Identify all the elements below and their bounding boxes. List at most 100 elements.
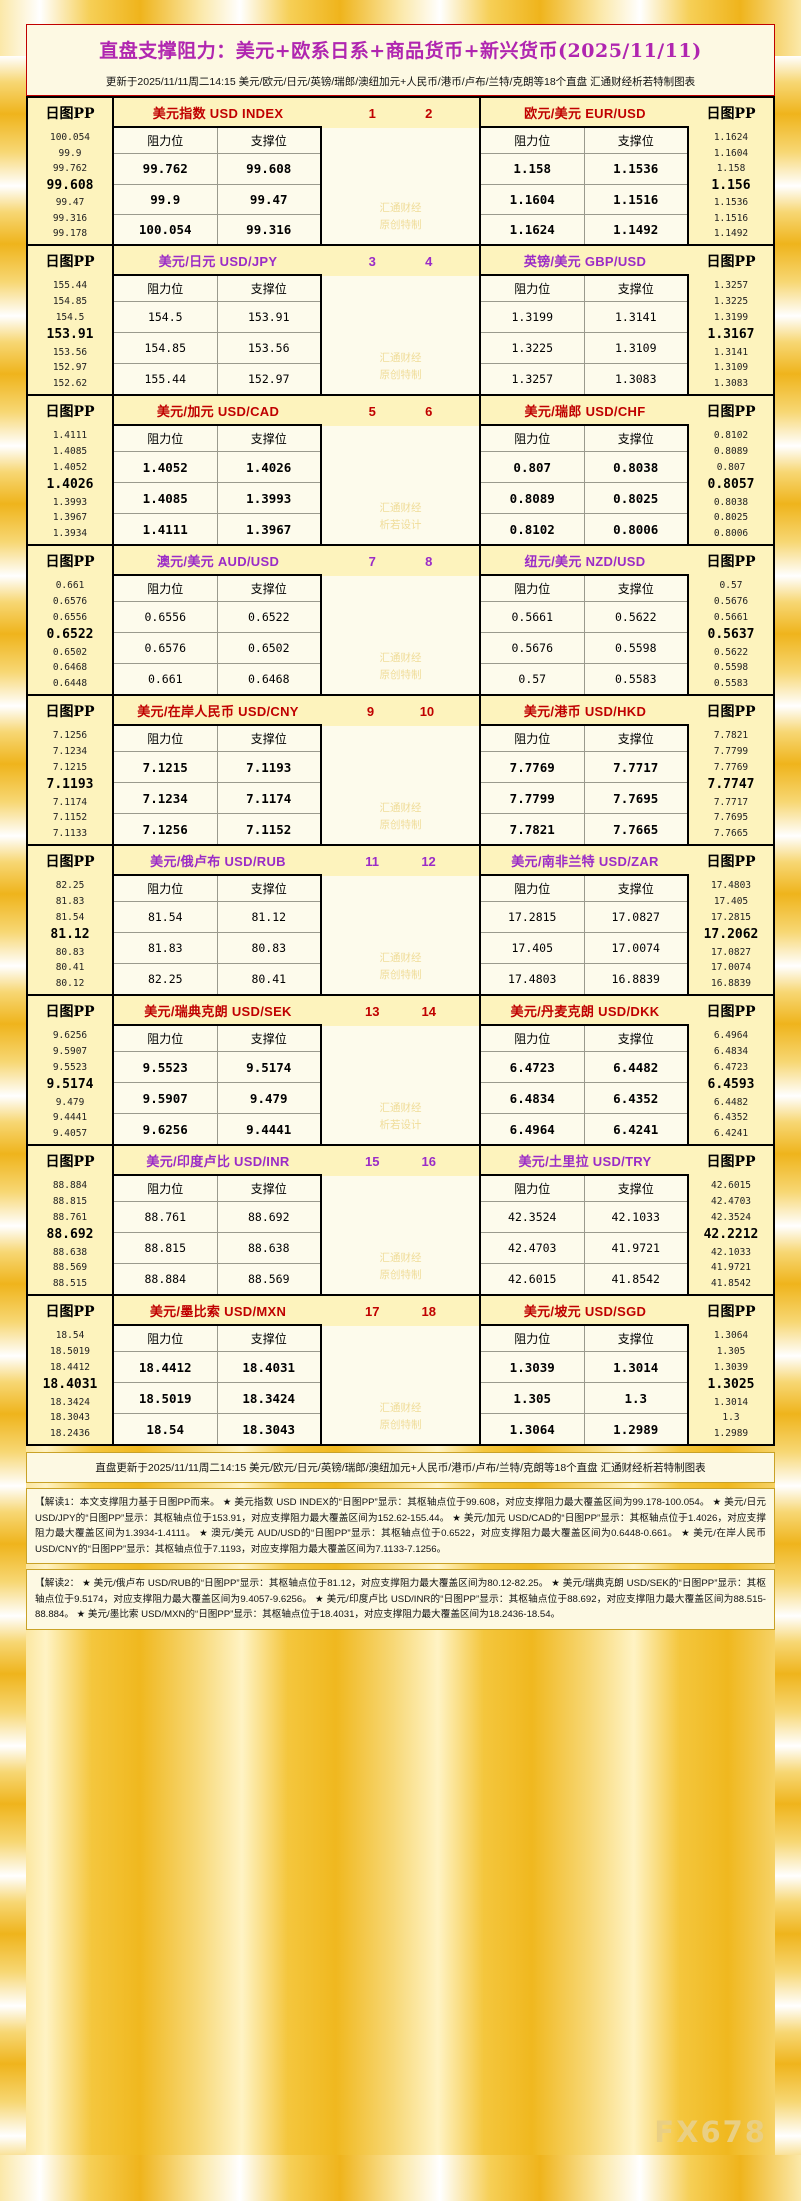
pp-value-list: 17.4803 17.405 17.2815 17.2062 17.0827 17.007…	[689, 876, 773, 994]
resistance-value: 7.7799	[481, 783, 585, 814]
table-row: 0.5676 0.5598	[481, 633, 687, 665]
pp-pivot-value: 1.3025	[707, 1377, 755, 1393]
resistance-value: 42.6015	[481, 1264, 585, 1295]
table-header-row: 阻力位 支撑位	[114, 1176, 320, 1203]
resistance-value: 0.8089	[481, 483, 585, 514]
table-row: 154.5 153.91	[114, 302, 320, 334]
pp-level-value: 7.7769	[713, 761, 749, 773]
pivot-point-column-[object Object]: 日图PP 82.25 81.83 81.54 81.12 80.83 80.41 80.12	[28, 846, 114, 995]
resistance-header: 阻力位	[114, 876, 218, 902]
pivot-point-column-[object Object]: 日图PP 1.4111 1.4085 1.4052 1.4026 1.3993 1.3967…	[28, 396, 114, 545]
pp-pivot-value: 7.7747	[707, 777, 755, 793]
table-row: 7.7799 7.7695	[481, 783, 687, 815]
index-and-watermark-column: 1 2 汇通财经 原创特制	[322, 98, 481, 245]
support-header: 支撑位	[617, 582, 654, 597]
resistance-header: 阻力位	[481, 876, 585, 902]
pp-level-value: 1.3083	[713, 377, 749, 389]
support-value: 7.1193	[246, 759, 292, 775]
block-index-number: 10	[419, 703, 435, 719]
support-header: 支撑位	[250, 282, 287, 297]
pp-level-value: 6.4723	[713, 1061, 749, 1073]
table-row: 42.4703 41.9721	[481, 1233, 687, 1265]
resistance-value: 100.054	[114, 214, 218, 245]
table-row: 0.8089 0.8025	[481, 483, 687, 515]
block-index-number: 8	[425, 553, 433, 569]
pp-pivot-value: 1.156	[711, 178, 751, 194]
index-and-watermark-column: 15 16 汇通财经 原创特制	[322, 1146, 481, 1295]
table-header-row: 阻力位 支撑位	[114, 276, 320, 303]
table-row: 18.54 18.3043	[114, 1414, 320, 1445]
support-value: 1.4026	[246, 459, 292, 475]
pp-value-list: 1.1624 1.1604 1.158 1.156 1.1536 1.1516 1.1492	[689, 128, 773, 244]
pp-pivot-value: 99.608	[46, 178, 94, 194]
resistance-value: 81.83	[114, 933, 218, 964]
pivot-point-column-[object Object]: 日图PP 0.57 0.5676 0.5661 0.5637 0.5622 0.5598 0.…	[689, 546, 775, 695]
pp-level-value: 6.4352	[713, 1112, 749, 1124]
right-border-ornament	[775, 56, 801, 2155]
resistance-value: 1.4052	[114, 452, 218, 483]
block-index-number: 7	[368, 553, 376, 569]
support-value: 1.1492	[613, 222, 659, 237]
pp-level-value: 1.3199	[713, 311, 749, 323]
block-index-number: 4	[425, 253, 433, 269]
pp-level-value: 7.7665	[713, 827, 749, 839]
pair-table-left: 美元/在岸人民币 USD/CNY 阻力位 支撑位 7.1215 7.1193 7.1234…	[114, 696, 322, 845]
support-value: 9.5174	[246, 1059, 292, 1075]
pair-table-right: 美元/南非兰特 USD/ZAR 阻力位 支撑位 17.2815 17.0827 17.40…	[481, 846, 689, 995]
watermark-line-2: 析若设计	[379, 518, 422, 531]
pivot-point-column-[object Object]: 日图PP 88.884 88.815 88.761 88.692 88.638 88.569…	[28, 1146, 114, 1295]
pair-name-left: 美元/在岸人民币 USD/CNY	[114, 696, 322, 727]
pp-level-value: 99.178	[52, 228, 88, 240]
block-index-number: 5	[368, 403, 376, 419]
watermark-area: 汇通财经 析若设计	[322, 1026, 479, 1145]
currency-block: 日图PP 1.4111 1.4085 1.4052 1.4026 1.3993 1.3967…	[26, 396, 775, 547]
resistance-value: 6.4964	[481, 1114, 585, 1145]
pp-level-value: 0.5661	[713, 611, 749, 623]
pair-table-left: 美元/瑞典克朗 USD/SEK 阻力位 支撑位 9.5523 9.5174 9.5907 9…	[114, 996, 322, 1145]
pp-level-value: 1.2989	[713, 1427, 749, 1439]
table-row: 88.884 88.569	[114, 1264, 320, 1295]
pp-column-title: 日图PP	[706, 1154, 756, 1171]
table-row: 17.4803 16.8839	[481, 964, 687, 995]
resistance-value: 7.1215	[114, 752, 218, 783]
pair-table-body: 阻力位 支撑位 9.5523 9.5174 9.5907 9.479 9.6256 9.444…	[114, 1026, 322, 1145]
table-row: 1.4052 1.4026	[114, 452, 320, 484]
resistance-value: 6.4834	[481, 1083, 585, 1114]
currency-block: 日图PP 0.661 0.6576 0.6556 0.6522 0.6502 0.6468 0…	[26, 546, 775, 697]
interpretation-note-1-panel: 【解读1：本文支撑阻力基于日图PP而来。 ★ 美元指数 USD INDEX的“日…	[26, 1488, 775, 1565]
pp-column-title: 日图PP	[45, 554, 95, 571]
table-row: 42.6015 41.8542	[481, 1264, 687, 1295]
left-border-ornament	[0, 56, 26, 2155]
pp-level-value: 6.4964	[713, 1030, 749, 1042]
support-value: 99.608	[246, 161, 292, 177]
pp-level-value: 18.3043	[49, 1412, 91, 1424]
pp-level-value: 1.1604	[713, 147, 749, 159]
watermark-area: 汇通财经 原创特制	[322, 576, 479, 695]
pp-level-value: 88.569	[52, 1262, 88, 1274]
block-index-number: 18	[421, 1303, 436, 1319]
pp-value-list: 7.7821 7.7799 7.7769 7.7747 7.7717 7.7695 7.76…	[689, 726, 773, 844]
resistance-value: 9.5523	[114, 1052, 218, 1083]
table-header-row: 阻力位 支撑位	[114, 576, 320, 603]
pair-table-right: 欧元/美元 EUR/USD 阻力位 支撑位 1.158 1.1536 1.1604 1.15…	[481, 98, 689, 245]
block-index-numbers: 17 18	[322, 1296, 479, 1327]
pp-level-value: 9.479	[55, 1096, 85, 1108]
table-header-row: 阻力位 支撑位	[481, 276, 687, 303]
pp-level-value: 88.815	[52, 1196, 88, 1208]
resistance-header: 阻力位	[114, 128, 218, 154]
pair-table-right: 美元/土里拉 USD/TRY 阻力位 支撑位 42.3524 42.1033 42.470…	[481, 1146, 689, 1295]
support-value: 88.638	[247, 1241, 290, 1256]
watermark-line-2: 析若设计	[379, 1118, 422, 1131]
pair-name-left: 美元/印度卢比 USD/INR	[114, 1146, 322, 1177]
support-value: 0.5622	[614, 610, 657, 625]
pp-level-value: 6.4482	[713, 1096, 749, 1108]
pivot-point-column-[object Object]: 日图PP 18.54 18.5019 18.4412 18.4031 18.3424 18.…	[28, 1296, 114, 1445]
table-row: 9.5523 9.5174	[114, 1052, 320, 1084]
pp-level-value: 0.6502	[52, 646, 88, 658]
table-row: 1.3064 1.2989	[481, 1414, 687, 1445]
index-and-watermark-column: 9 10 汇通财经 原创特制	[322, 696, 481, 845]
pp-value-list: 9.6256 9.5907 9.5523 9.5174 9.479 9.4441 9.405…	[28, 1026, 112, 1144]
pp-level-value: 80.41	[55, 962, 85, 974]
title-panel: 直盘支撑阻力：美元+欧系日系+商品货币+新兴货币(2025/11/11) 更新于…	[26, 24, 775, 97]
